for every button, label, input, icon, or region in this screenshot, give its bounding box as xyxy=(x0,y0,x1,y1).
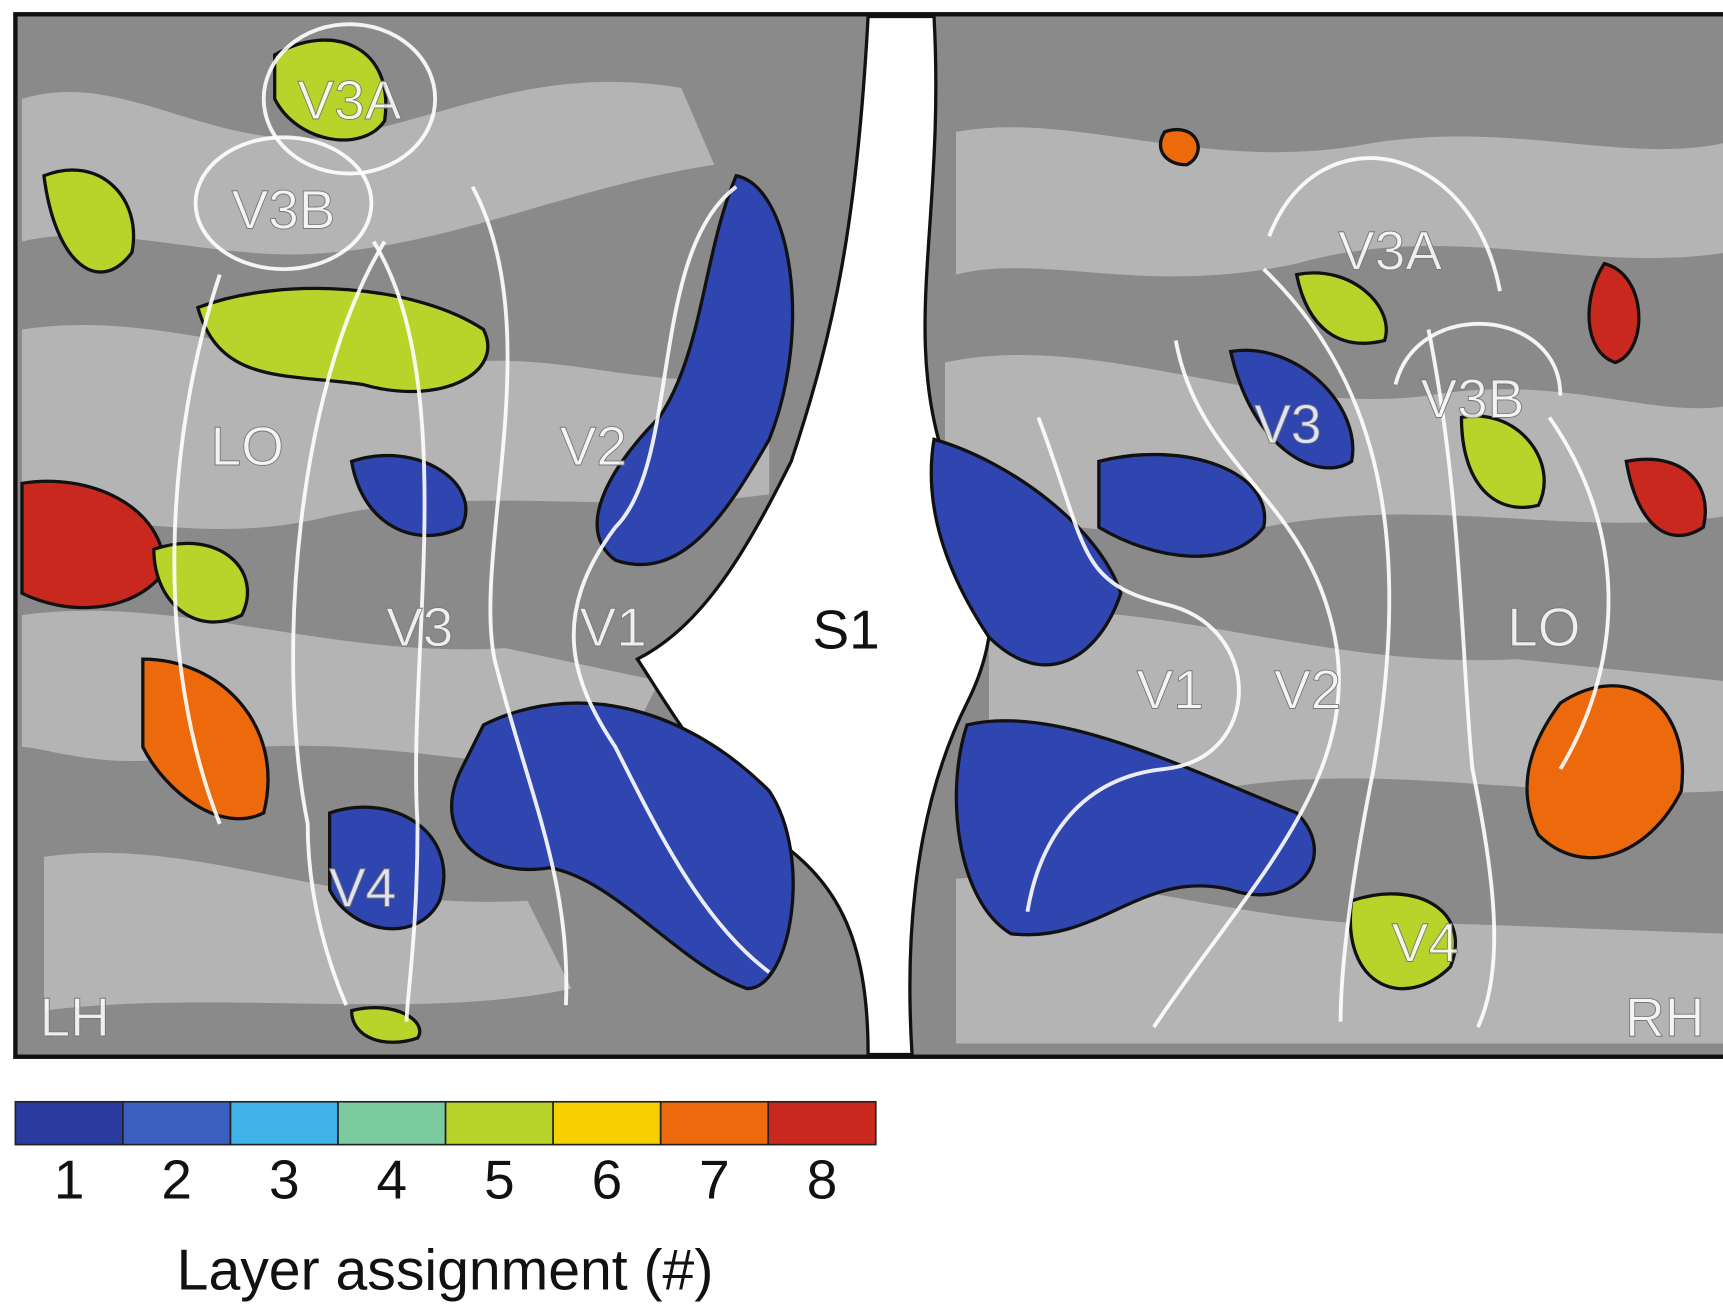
colorbar-swatch xyxy=(661,1102,769,1145)
area-label: V3B xyxy=(232,179,336,241)
area-label: V1 xyxy=(580,596,647,658)
area-label: V1 xyxy=(1137,659,1204,721)
colorbar-tick-label: 7 xyxy=(699,1149,730,1211)
area-label: V3 xyxy=(1254,393,1321,455)
colorbar-swatch xyxy=(768,1102,876,1145)
colorbar-tick-label: 8 xyxy=(807,1149,838,1211)
s1-label: S1 xyxy=(813,598,880,660)
colorbar-swatch xyxy=(338,1102,446,1145)
colorbar-title: Layer assignment (#) xyxy=(177,1238,714,1302)
colorbar-swatch xyxy=(123,1102,231,1145)
area-label: V3 xyxy=(386,596,453,658)
flatmap: V3A V3B LO V2 V3 V1 V4 V3A V3B V3 LO V1 … xyxy=(15,14,1723,1056)
area-label: LO xyxy=(211,415,284,477)
colorbar-tick-label: 4 xyxy=(377,1149,408,1211)
area-label: LO xyxy=(1507,596,1580,658)
colorbar-swatch xyxy=(446,1102,554,1145)
hemisphere-label: LH xyxy=(40,986,110,1048)
area-label: V3A xyxy=(1338,219,1442,281)
colorbar-swatch xyxy=(15,1102,123,1145)
colorbar-tick-label: 5 xyxy=(484,1149,515,1211)
figure: V3A V3B LO V2 V3 V1 V4 V3A V3B V3 LO V1 … xyxy=(0,0,1723,1305)
area-label: V2 xyxy=(560,415,627,477)
colorbar-tick-label: 2 xyxy=(161,1149,192,1211)
area-label: V3A xyxy=(298,69,402,131)
colorbar-tick-label: 6 xyxy=(592,1149,623,1211)
area-label: V4 xyxy=(329,856,396,918)
area-label: V4 xyxy=(1392,911,1459,973)
colorbar-tick-label: 3 xyxy=(269,1149,300,1211)
area-label: V2 xyxy=(1274,659,1341,721)
colorbar-tick-label: 1 xyxy=(54,1149,85,1211)
page: V3A V3B LO V2 V3 V1 V4 V3A V3B V3 LO V1 … xyxy=(0,0,1723,1305)
hemisphere-label: RH xyxy=(1625,986,1704,1048)
colorbar-swatch xyxy=(230,1102,338,1145)
colorbar-swatch xyxy=(553,1102,661,1145)
colorbar: Layer assignment (#) 1 2 3 4 5 6 7 8 xyxy=(15,1102,875,1303)
area-label: V3B xyxy=(1421,368,1525,430)
